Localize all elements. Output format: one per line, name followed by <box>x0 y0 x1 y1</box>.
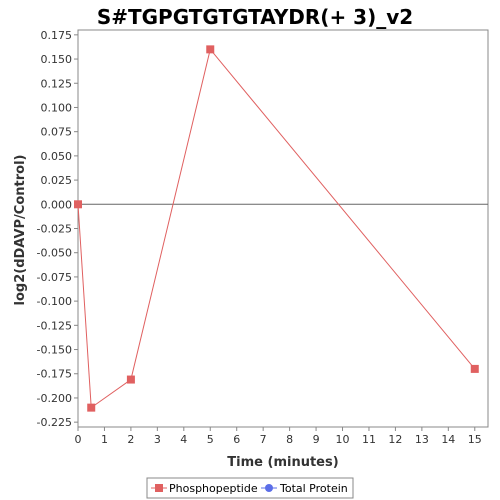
y-tick-label: -0.150 <box>37 344 72 357</box>
legend: Phosphopeptide Total Protein <box>146 477 354 499</box>
y-tick-label: -0.050 <box>37 247 72 260</box>
data-point-phosphopeptide <box>206 45 215 54</box>
x-tick-label: 14 <box>441 433 455 446</box>
data-point-phosphopeptide <box>126 375 135 384</box>
x-tick-label: 8 <box>286 433 293 446</box>
y-tick-label: 0.075 <box>41 126 73 139</box>
y-tick-label: -0.125 <box>37 319 72 332</box>
y-tick-label: 0.050 <box>41 150 73 163</box>
plot-area <box>77 29 489 428</box>
x-tick-label: 2 <box>127 433 134 446</box>
x-tick-label: 9 <box>313 433 320 446</box>
y-tick-label: -0.225 <box>37 416 72 429</box>
x-tick-label: 7 <box>260 433 267 446</box>
legend-marker-total-protein <box>265 484 273 492</box>
x-tick-label: 15 <box>468 433 482 446</box>
y-tick-label: -0.175 <box>37 368 72 381</box>
y-tick-label: 0.025 <box>41 174 73 187</box>
data-point-phosphopeptide <box>470 364 479 373</box>
legend-label-phosphopeptide: Phosphopeptide <box>169 482 258 495</box>
series-layer <box>74 45 479 412</box>
x-axis-label: Time (minutes) <box>227 455 338 470</box>
y-tick-label: -0.075 <box>37 271 72 284</box>
y-tick-label: -0.025 <box>37 223 72 236</box>
x-tick-label: 0 <box>75 433 82 446</box>
legend-marker-phosphopeptide <box>155 484 163 492</box>
x-tick-label: 6 <box>233 433 240 446</box>
y-tick-label: 0.125 <box>41 77 73 90</box>
x-tick-label: 4 <box>180 433 187 446</box>
y-tick-label: 0.100 <box>41 101 73 114</box>
chart-title: S#TGPGTGTGTAYDR(+ 3)_v2 <box>97 5 413 29</box>
y-tick-label: -0.200 <box>37 392 72 405</box>
x-tick-label: 3 <box>154 433 161 446</box>
data-point-phosphopeptide <box>87 403 96 412</box>
y-axis: 0.175 0.150 0.125 0.100 0.075 0.050 0.025 0.000… <box>37 29 78 429</box>
x-tick-label: 12 <box>388 433 402 446</box>
data-point-phosphopeptide <box>74 200 82 209</box>
x-tick-label: 11 <box>362 433 376 446</box>
x-tick-label: 1 <box>101 433 108 446</box>
x-tick-label: 5 <box>207 433 214 446</box>
x-tick-label: 13 <box>415 433 429 446</box>
legend-label-total-protein: Total Protein <box>279 482 348 495</box>
x-tick-label: 10 <box>336 433 350 446</box>
y-tick-label: -0.100 <box>37 295 72 308</box>
legend-box <box>146 477 354 499</box>
y-tick-label: 0.000 <box>41 198 73 211</box>
y-axis-label: log2(dDAVP/Control) <box>13 155 28 306</box>
y-tick-label: 0.175 <box>41 29 73 42</box>
y-tick-label: 0.150 <box>41 53 73 66</box>
x-axis: 0 1 2 3 4 5 6 7 8 9 10 11 12 13 14 15 <box>75 427 482 446</box>
